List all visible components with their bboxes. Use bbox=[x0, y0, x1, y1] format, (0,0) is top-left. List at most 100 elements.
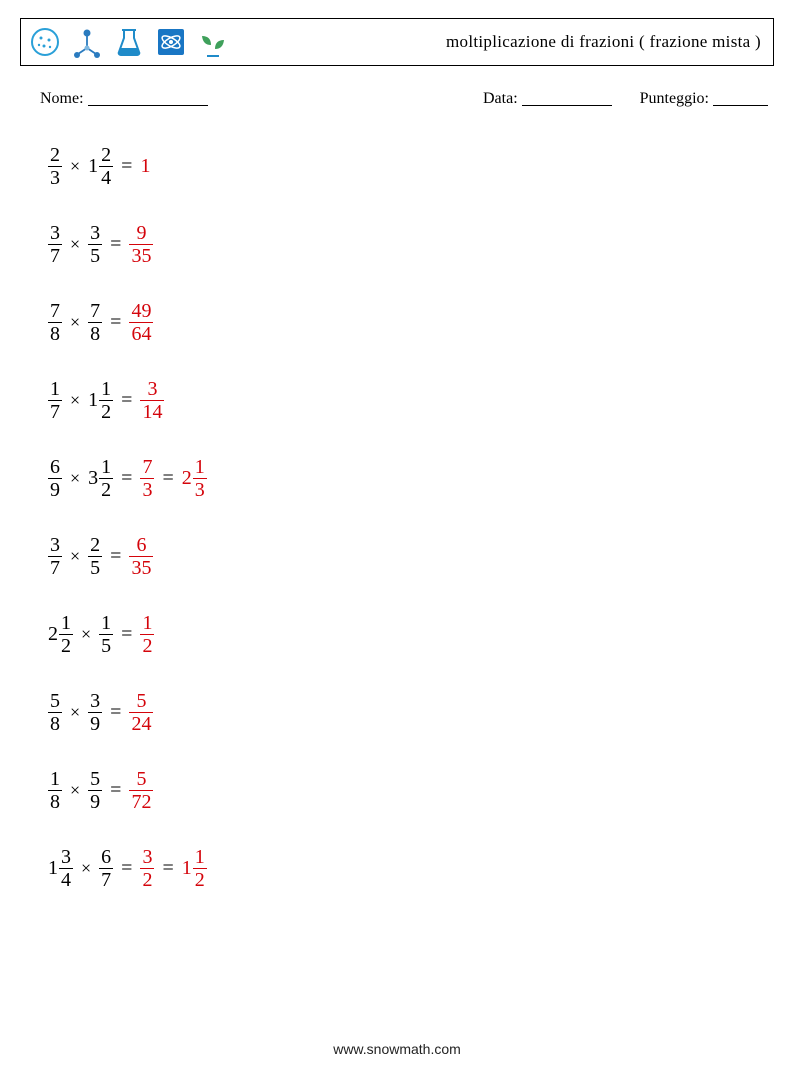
fraction-part: 13 bbox=[193, 457, 207, 500]
equals-sign: = bbox=[121, 155, 132, 178]
numerator: 6 bbox=[134, 535, 148, 556]
denominator: 5 bbox=[88, 556, 102, 578]
problem-row: 212×15=12 bbox=[48, 604, 794, 664]
fraction: 15 bbox=[99, 613, 113, 656]
numerator: 1 bbox=[48, 769, 62, 790]
whole-part: 1 bbox=[182, 857, 192, 880]
fraction: 39 bbox=[88, 691, 102, 734]
fraction: 37 bbox=[48, 223, 62, 266]
fraction: 32 bbox=[140, 847, 154, 890]
footer-url: www.snowmath.com bbox=[0, 1041, 794, 1057]
problem-list: 23×124=137×35=93578×78=496417×112=31469×… bbox=[48, 136, 794, 898]
denominator: 3 bbox=[193, 478, 207, 500]
numerator: 3 bbox=[140, 847, 154, 868]
fraction-part: 12 bbox=[99, 379, 113, 422]
denominator: 64 bbox=[129, 322, 153, 344]
date-blank[interactable] bbox=[522, 91, 612, 106]
worksheet-header: moltiplicazione di frazioni ( frazione m… bbox=[20, 18, 774, 66]
fraction-part: 24 bbox=[99, 145, 113, 188]
numerator: 2 bbox=[48, 145, 62, 166]
equals-sign: = bbox=[121, 857, 132, 880]
whole-part: 2 bbox=[182, 467, 192, 490]
denominator: 8 bbox=[48, 790, 62, 812]
numerator: 1 bbox=[48, 379, 62, 400]
worksheet-title: moltiplicazione di frazioni ( frazione m… bbox=[446, 32, 761, 52]
fraction: 23 bbox=[48, 145, 62, 188]
numerator: 3 bbox=[48, 223, 62, 244]
fraction: 635 bbox=[129, 535, 153, 578]
equals-sign: = bbox=[110, 701, 121, 724]
multiply-sign: × bbox=[70, 312, 80, 333]
problem-row: 134×67=32=112 bbox=[48, 838, 794, 898]
fraction: 78 bbox=[48, 301, 62, 344]
score-blank[interactable] bbox=[713, 91, 768, 106]
name-label: Nome: bbox=[40, 90, 84, 107]
denominator: 9 bbox=[88, 790, 102, 812]
answer-int: 1 bbox=[140, 155, 150, 178]
denominator: 35 bbox=[129, 244, 153, 266]
denominator: 8 bbox=[48, 712, 62, 734]
denominator: 7 bbox=[99, 868, 113, 890]
denominator: 2 bbox=[99, 400, 113, 422]
numerator: 1 bbox=[59, 613, 73, 634]
fraction: 35 bbox=[88, 223, 102, 266]
numerator: 1 bbox=[99, 379, 113, 400]
fraction-part: 12 bbox=[99, 457, 113, 500]
fraction: 73 bbox=[140, 457, 154, 500]
numerator: 7 bbox=[48, 301, 62, 322]
denominator: 24 bbox=[129, 712, 153, 734]
denominator: 7 bbox=[48, 400, 62, 422]
denominator: 35 bbox=[129, 556, 153, 578]
fraction: 78 bbox=[88, 301, 102, 344]
multiply-sign: × bbox=[70, 234, 80, 255]
numerator: 9 bbox=[134, 223, 148, 244]
numerator: 5 bbox=[134, 691, 148, 712]
fraction: 935 bbox=[129, 223, 153, 266]
denominator: 2 bbox=[193, 868, 207, 890]
date-field: Data: bbox=[483, 88, 612, 108]
numerator: 5 bbox=[88, 769, 102, 790]
denominator: 2 bbox=[140, 868, 154, 890]
beaker-icon bbox=[113, 26, 145, 58]
problem-row: 17×112=314 bbox=[48, 370, 794, 430]
fraction: 572 bbox=[129, 769, 153, 812]
numerator: 3 bbox=[145, 379, 159, 400]
numerator: 5 bbox=[48, 691, 62, 712]
problem-row: 23×124=1 bbox=[48, 136, 794, 196]
fraction: 4964 bbox=[129, 301, 153, 344]
denominator: 9 bbox=[48, 478, 62, 500]
mixed-number: 213 bbox=[182, 457, 207, 500]
molecule-icon bbox=[71, 26, 103, 58]
fraction-part: 12 bbox=[193, 847, 207, 890]
score-label: Punteggio: bbox=[640, 90, 709, 107]
petri-dish-icon bbox=[29, 26, 61, 58]
denominator: 8 bbox=[48, 322, 62, 344]
fraction: 524 bbox=[129, 691, 153, 734]
problem-row: 69×312=73=213 bbox=[48, 448, 794, 508]
multiply-sign: × bbox=[70, 390, 80, 411]
denominator: 3 bbox=[48, 166, 62, 188]
problem-row: 58×39=524 bbox=[48, 682, 794, 742]
fraction: 69 bbox=[48, 457, 62, 500]
fraction: 25 bbox=[88, 535, 102, 578]
multiply-sign: × bbox=[81, 624, 91, 645]
denominator: 4 bbox=[99, 166, 113, 188]
numerator: 5 bbox=[134, 769, 148, 790]
name-blank[interactable] bbox=[88, 91, 208, 106]
fraction: 314 bbox=[140, 379, 164, 422]
denominator: 9 bbox=[88, 712, 102, 734]
problem-row: 37×25=635 bbox=[48, 526, 794, 586]
fraction: 58 bbox=[48, 691, 62, 734]
whole-part: 2 bbox=[48, 623, 58, 646]
multiply-sign: × bbox=[70, 468, 80, 489]
score-field: Punteggio: bbox=[640, 88, 768, 108]
equals-sign: = bbox=[162, 857, 173, 880]
multiply-sign: × bbox=[70, 780, 80, 801]
numerator: 7 bbox=[88, 301, 102, 322]
numerator: 3 bbox=[48, 535, 62, 556]
denominator: 7 bbox=[48, 556, 62, 578]
problem-row: 18×59=572 bbox=[48, 760, 794, 820]
mixed-number: 212 bbox=[48, 613, 73, 656]
denominator: 5 bbox=[88, 244, 102, 266]
equals-sign: = bbox=[162, 467, 173, 490]
